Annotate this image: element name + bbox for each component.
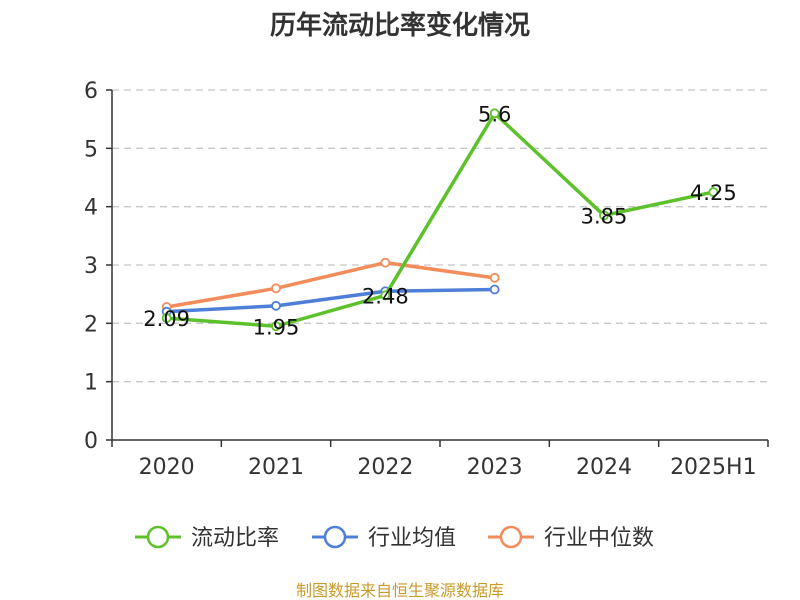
legend-marker xyxy=(499,525,523,549)
legend-label: 流动比率 xyxy=(191,526,279,551)
grid xyxy=(112,89,768,383)
series-line-0 xyxy=(166,111,714,328)
series-line-2 xyxy=(166,260,495,309)
x-tick-label: 2022 xyxy=(357,455,413,480)
series-point-1 xyxy=(271,300,281,311)
source-note: 制图数据来自恒生聚源数据库 xyxy=(296,581,504,600)
legend-label: 行业均值 xyxy=(368,526,456,551)
legend-item-2[interactable]: 行业中位数 xyxy=(488,525,654,551)
data-label: 5.6 xyxy=(478,102,511,126)
axes: 0 1 2 3 4 5 6 2020 2021 2022 2023 2024 2025H1 xyxy=(84,79,769,480)
data-label: 2.09 xyxy=(143,307,190,331)
legend-item-1[interactable]: 行业均值 xyxy=(312,525,456,551)
y-tick-label: 6 xyxy=(84,79,98,104)
series-point-0 xyxy=(599,210,609,221)
series-point-0 xyxy=(708,187,719,197)
series-point-2 xyxy=(489,272,500,283)
y-tick-label: 1 xyxy=(84,371,98,396)
series-line-1 xyxy=(166,287,495,314)
series-point-1 xyxy=(489,284,500,295)
y-tick-label: 3 xyxy=(84,254,98,279)
data-label: 1.95 xyxy=(253,315,300,339)
x-tick-label: 2020 xyxy=(139,455,195,480)
y-tick-label: 2 xyxy=(84,312,98,337)
legend-label: 行业中位数 xyxy=(544,526,654,551)
data-label: 4.25 xyxy=(690,181,737,205)
series-point-0 xyxy=(380,290,391,301)
data-label: 3.85 xyxy=(581,204,628,228)
series-group xyxy=(161,108,719,332)
y-tick-label: 4 xyxy=(84,196,98,221)
legend-marker xyxy=(323,525,347,549)
x-tick-label: 2021 xyxy=(248,455,304,480)
data-labels: 2.09 1.95 2.48 5.6 3.85 4.25 xyxy=(143,102,736,339)
legend-item-0[interactable]: 流动比率 xyxy=(135,525,279,551)
data-label: 2.48 xyxy=(362,284,409,308)
series-point-2 xyxy=(271,283,281,294)
x-tick-label: 2023 xyxy=(467,455,523,480)
y-tick-label: 0 xyxy=(84,429,98,454)
series-point-2 xyxy=(380,257,391,268)
legend[interactable]: 流动比率 行业均值 行业中位数 xyxy=(135,525,654,551)
x-tick-label: 2025H1 xyxy=(670,455,757,480)
series-point-0 xyxy=(271,321,281,332)
legend-marker xyxy=(146,525,170,549)
y-tick-label: 5 xyxy=(84,137,98,162)
series-point-0 xyxy=(161,313,172,323)
x-tick-label: 2024 xyxy=(576,455,632,480)
series-point-0 xyxy=(489,108,500,119)
chart-title: 历年流动比率变化情况 xyxy=(270,10,530,41)
